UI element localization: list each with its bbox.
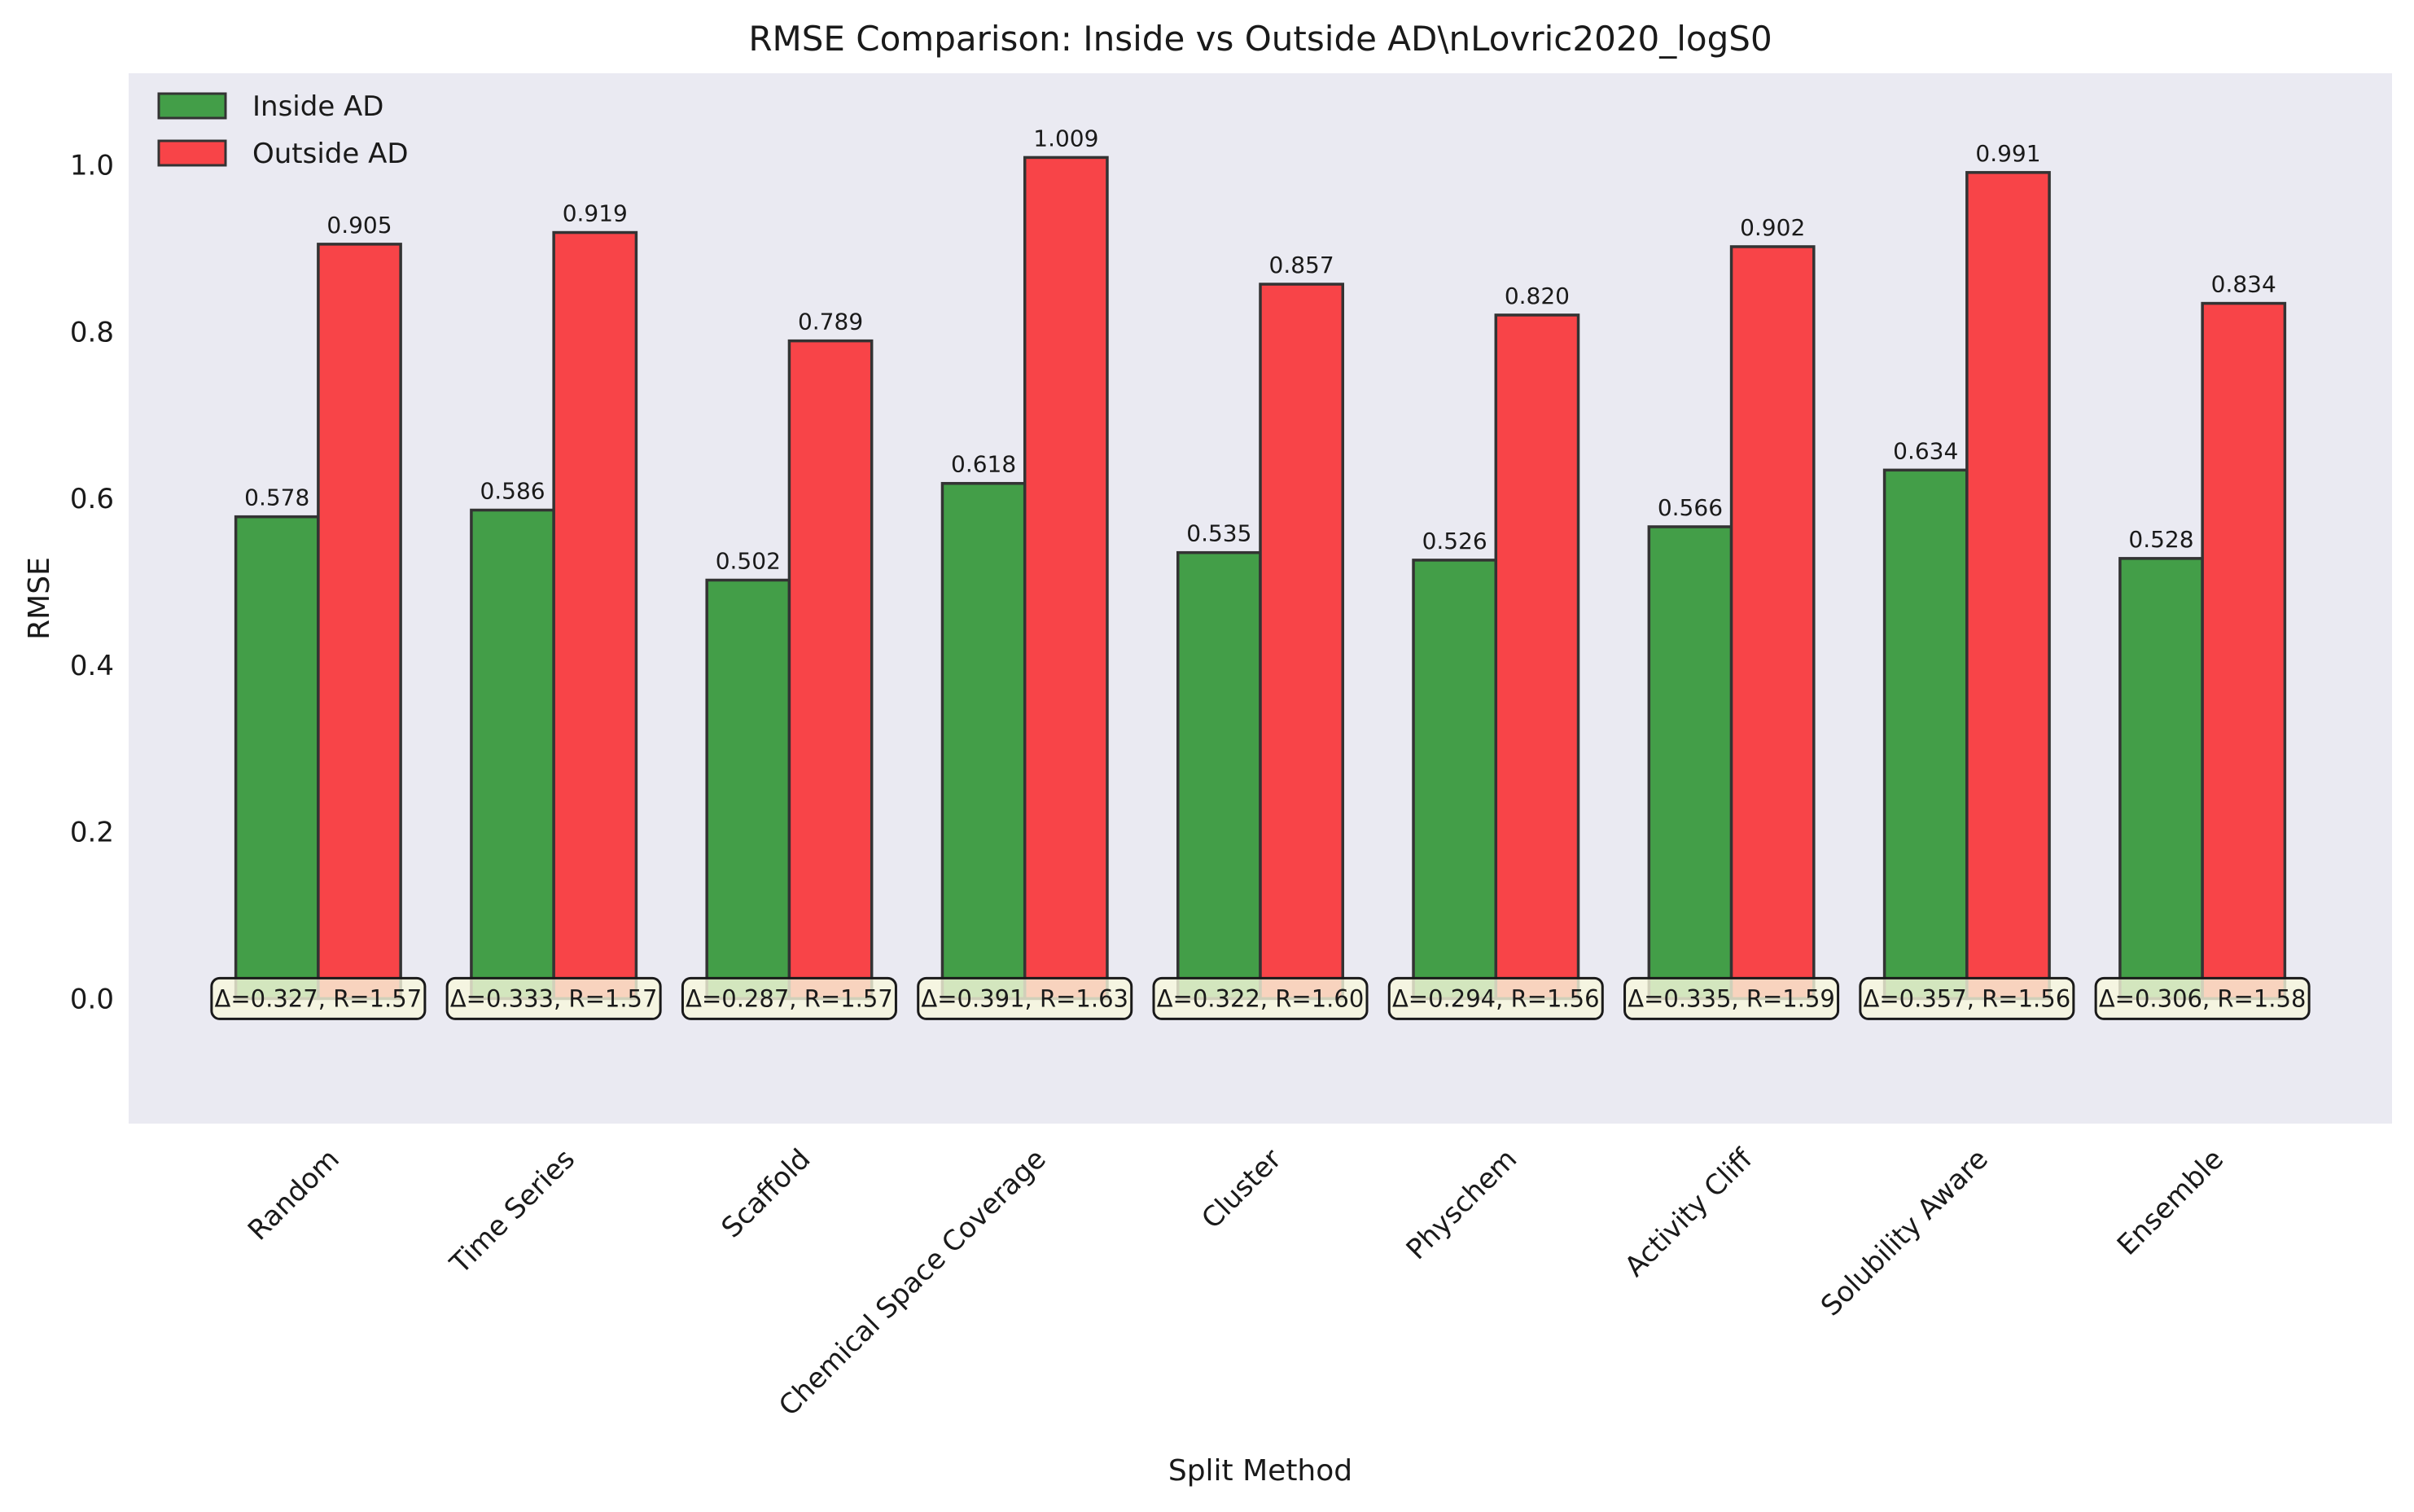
bar-outside-ad-5 — [1494, 313, 1580, 1001]
y-tick-label-1: 0.2 — [70, 817, 114, 849]
value-label-inside-ad-1: 0.586 — [480, 477, 545, 504]
legend: Inside AD Outside AD — [157, 90, 409, 170]
annotation-text-1: Δ=0.333, R=1.57 — [450, 984, 658, 1012]
annotation-box-4 — [1152, 976, 1369, 1020]
value-label-outside-ad-2: 0.789 — [798, 309, 863, 335]
bar-outside-ad-3 — [1023, 156, 1109, 1001]
value-label-inside-ad-0: 0.578 — [244, 484, 309, 511]
y-tick-label-2: 0.4 — [70, 650, 114, 682]
value-label-inside-ad-6: 0.566 — [1658, 494, 1723, 521]
bar-inside-ad-4 — [1176, 550, 1262, 1001]
legend-swatch-outside-ad — [157, 139, 227, 167]
bar-inside-ad-1 — [470, 508, 555, 1001]
annotation-box-2 — [681, 976, 897, 1020]
bars-layer — [234, 156, 2287, 1001]
bar-outside-ad-7 — [1965, 171, 2051, 1001]
value-label-inside-ad-2: 0.502 — [716, 547, 781, 574]
y-axis-ticks: 0.0 0.2 0.4 0.6 0.8 1.0 — [70, 150, 114, 1016]
annotation-text-4: Δ=0.322, R=1.60 — [1157, 984, 1365, 1012]
value-label-outside-ad-4: 0.857 — [1269, 252, 1334, 278]
value-label-outside-ad-3: 1.009 — [1033, 125, 1098, 151]
annotation-box-1 — [445, 976, 662, 1020]
annotation-text-3: Δ=0.391, R=1.63 — [921, 984, 1128, 1012]
bar-inside-ad-8 — [2118, 557, 2204, 1001]
value-label-inside-ad-4: 0.535 — [1186, 520, 1251, 547]
bar-outside-ad-8 — [2201, 301, 2287, 1001]
y-tick-label-0: 0.0 — [70, 983, 114, 1015]
value-label-inside-ad-7: 0.634 — [1893, 437, 1958, 464]
bar-inside-ad-6 — [1647, 525, 1733, 1001]
annotation-text-2: Δ=0.287, R=1.57 — [686, 984, 893, 1012]
annotation-box-7 — [1859, 976, 2075, 1020]
y-axis-label: RMSE — [23, 557, 56, 640]
bar-outside-ad-0 — [317, 243, 402, 1001]
bar-outside-ad-4 — [1259, 283, 1344, 1001]
y-tick-label-4: 0.8 — [70, 316, 114, 348]
value-label-inside-ad-3: 0.618 — [951, 451, 1016, 478]
annotation-text-6: Δ=0.335, R=1.59 — [1628, 984, 1835, 1012]
chart-title: RMSE Comparison: Inside vs Outside AD\nL… — [748, 19, 1772, 59]
annotation-text-0: Δ=0.327, R=1.57 — [215, 984, 423, 1012]
legend-swatch-inside-ad — [157, 92, 227, 120]
value-label-outside-ad-6: 0.902 — [1740, 214, 1805, 241]
legend-label-outside-ad: Outside AD — [252, 138, 409, 170]
y-tick-label-5: 1.0 — [70, 150, 114, 182]
y-tick-label-3: 0.6 — [70, 483, 114, 515]
annotation-box-8 — [2094, 976, 2311, 1020]
bar-inside-ad-2 — [705, 578, 791, 1001]
legend-label-inside-ad: Inside AD — [252, 90, 383, 123]
bar-inside-ad-7 — [1882, 468, 1969, 1001]
value-label-inside-ad-5: 0.526 — [1422, 528, 1487, 554]
annotation-box-6 — [1623, 976, 1840, 1020]
annotation-text-7: Δ=0.357, R=1.56 — [1864, 984, 2071, 1012]
value-label-outside-ad-1: 0.919 — [563, 200, 628, 227]
bar-inside-ad-5 — [1412, 559, 1498, 1001]
annotation-text-5: Δ=0.294, R=1.56 — [1392, 984, 1600, 1012]
value-label-outside-ad-7: 0.991 — [1975, 140, 2040, 167]
bar-inside-ad-0 — [234, 515, 320, 1001]
value-label-outside-ad-8: 0.834 — [2211, 271, 2276, 298]
annotation-text-8: Δ=0.306, R=1.58 — [2099, 984, 2307, 1012]
annotations-layer: Δ=0.327, R=1.57 Δ=0.333, R=1.57 Δ=0.287, R… — [210, 976, 2311, 1020]
bar-outside-ad-2 — [787, 339, 874, 1001]
value-label-inside-ad-8: 0.528 — [2128, 526, 2193, 553]
bar-inside-ad-3 — [940, 481, 1027, 1001]
value-labels-layer: 0.578 0.905 0.586 0.919 0.502 0.789 0.618 1.009… — [244, 125, 2276, 574]
bar-outside-ad-6 — [1729, 245, 1816, 1001]
value-label-outside-ad-0: 0.905 — [326, 212, 392, 239]
value-label-outside-ad-5: 0.820 — [1505, 283, 1570, 309]
x-axis-label: Split Method — [1168, 1454, 1352, 1488]
annotation-box-5 — [1387, 976, 1604, 1020]
bar-outside-ad-1 — [552, 230, 638, 1001]
annotation-box-3 — [917, 976, 1133, 1020]
annotation-box-0 — [210, 976, 427, 1020]
